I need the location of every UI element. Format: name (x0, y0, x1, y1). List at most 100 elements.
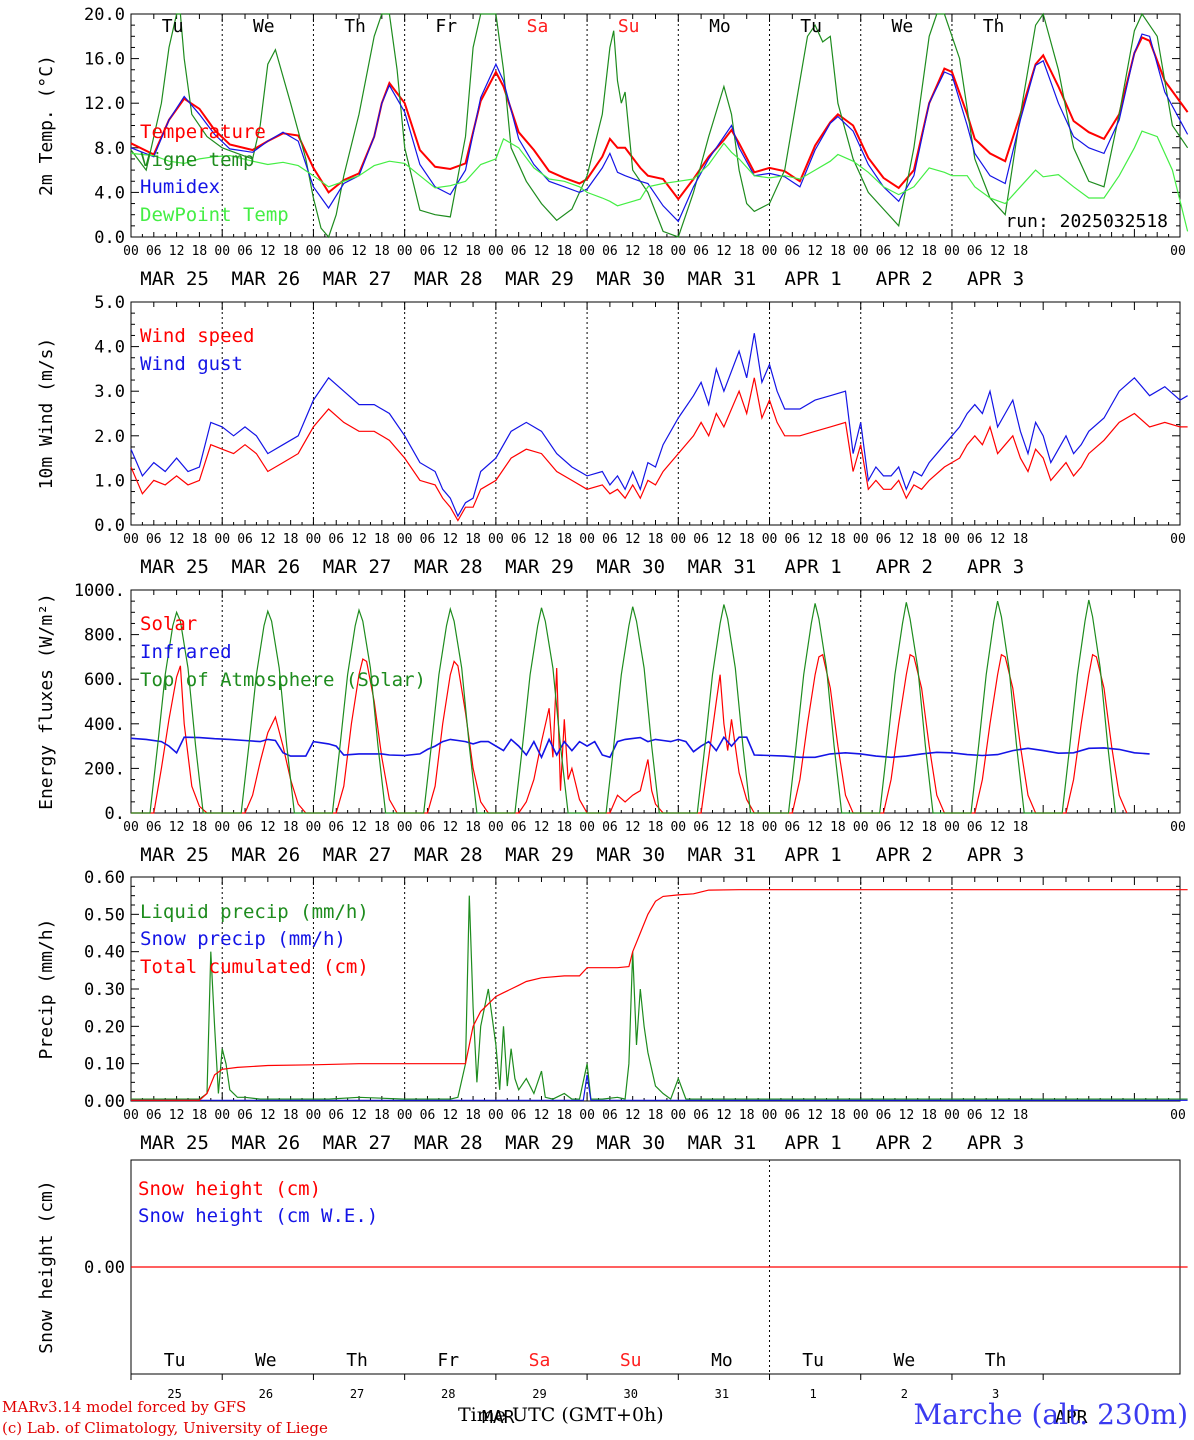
hour-tick-label: 18 (192, 244, 208, 259)
lab-credit: (c) Lab. of Climatology, University of L… (2, 1419, 328, 1437)
hour-tick-label: 00 (123, 244, 139, 259)
legend-entry: Infrared (140, 641, 232, 663)
y-tick-label: 0.50 (84, 905, 125, 925)
y-tick-label: 4.0 (94, 183, 125, 203)
hour-tick-label: 18 (830, 532, 846, 547)
hour-tick-label: 06 (237, 820, 253, 835)
day-of-week-label: Fr (437, 1350, 459, 1371)
legend-entry: Wind gust (140, 353, 243, 375)
date-label: APR 2 (876, 844, 933, 866)
day-number-label: 3 (992, 1387, 999, 1401)
hour-tick-label: 18 (739, 1108, 755, 1123)
hour-tick-label: 06 (237, 532, 253, 547)
hour-tick-label: 00 (123, 1108, 139, 1123)
hour-tick-label: 06 (420, 1108, 436, 1123)
hour-tick-label: 18 (648, 1108, 664, 1123)
date-label: MAR 27 (323, 844, 392, 866)
date-label: MAR 30 (596, 1132, 665, 1154)
hour-tick-label: 18 (283, 1108, 299, 1123)
date-label: MAR 26 (232, 844, 301, 866)
hour-tick-label: 12 (534, 532, 550, 547)
hour-tick-label: 00 (762, 244, 778, 259)
series-line-top-of-atmosphere-solar- (131, 599, 1116, 814)
hour-tick-label: 06 (146, 532, 162, 547)
hour-tick-label: 00 (123, 820, 139, 835)
hour-tick-label: 18 (283, 820, 299, 835)
day-of-week-label: Th (985, 1350, 1007, 1371)
hour-tick-label: 18 (556, 532, 572, 547)
hour-tick-label: 12 (716, 1108, 732, 1123)
day-number-label: 29 (532, 1387, 546, 1401)
date-label: MAR 29 (505, 268, 574, 290)
hour-tick-label: 12 (442, 820, 458, 835)
hour-tick-label: 06 (328, 244, 344, 259)
hour-tick-label: 06 (146, 1108, 162, 1123)
hour-tick-label: 06 (784, 532, 800, 547)
date-label: MAR 28 (414, 844, 483, 866)
hour-tick-label: 00 (306, 244, 322, 259)
y-tick-label: 8.0 (94, 139, 125, 159)
date-label: MAR 26 (232, 1132, 301, 1154)
hour-tick-label: 06 (420, 244, 436, 259)
hour-tick-label: 06 (967, 820, 983, 835)
hour-tick-label: 06 (237, 1108, 253, 1123)
y-tick-label: 200. (84, 759, 125, 779)
hour-tick-label: 00 (670, 244, 686, 259)
hour-tick-label: 18 (739, 820, 755, 835)
hour-tick-label: 18 (921, 244, 937, 259)
hour-tick-label: 12 (899, 1108, 915, 1123)
day-number-label: 31 (715, 1387, 729, 1401)
hour-tick-label: 18 (648, 244, 664, 259)
hour-tick-label: 06 (511, 1108, 527, 1123)
legend-entry: Vigne temp (140, 149, 254, 171)
hour-tick-label: 12 (260, 244, 276, 259)
date-label: MAR 25 (140, 844, 209, 866)
hour-tick-label: 06 (602, 1108, 618, 1123)
y-tick-label: 0. (105, 804, 125, 824)
hour-tick-label: 12 (899, 820, 915, 835)
month-label: MAR (482, 1407, 515, 1428)
day-of-week-label: Fr (435, 16, 457, 37)
day-of-week-label: Tu (164, 1350, 186, 1371)
hour-tick-label: 06 (967, 244, 983, 259)
date-label: MAR 27 (323, 556, 392, 578)
legend-entry: Snow precip (mm/h) (140, 928, 346, 950)
hour-tick-label: 06 (876, 1108, 892, 1123)
hour-tick-label: 06 (876, 532, 892, 547)
hour-tick-label: 12 (260, 1108, 276, 1123)
legend-entry: DewPoint Temp (140, 204, 289, 226)
hour-tick-label: 06 (876, 244, 892, 259)
hour-tick-label: 18 (1013, 532, 1029, 547)
day-number-label: 2 (901, 1387, 908, 1401)
hour-tick-label: 18 (283, 532, 299, 547)
hour-tick-label: 12 (169, 532, 185, 547)
hour-tick-label: 00 (853, 244, 869, 259)
hour-tick-label: 12 (990, 820, 1006, 835)
hour-tick-label: 06 (511, 244, 527, 259)
hour-tick-label: 00 (1170, 244, 1186, 259)
date-label: MAR 31 (688, 844, 757, 866)
hour-tick-label: 06 (420, 532, 436, 547)
day-number-label: 1 (810, 1387, 817, 1401)
hour-tick-label: 06 (328, 1108, 344, 1123)
day-of-week-label: Tu (800, 16, 822, 37)
hour-tick-label: 12 (260, 820, 276, 835)
series-line-humidex (130, 33, 1189, 223)
hour-tick-label: 18 (374, 1108, 390, 1123)
date-label: APR 2 (876, 556, 933, 578)
hour-tick-label: 18 (556, 1108, 572, 1123)
hour-tick-label: 12 (990, 244, 1006, 259)
hour-tick-label: 00 (214, 820, 230, 835)
date-label: APR 1 (785, 268, 842, 290)
hour-tick-label: 12 (625, 532, 641, 547)
day-of-week-label: Tu (162, 16, 184, 37)
hour-tick-label: 18 (465, 1108, 481, 1123)
date-label: MAR 25 (140, 556, 209, 578)
day-of-week-label: Sa (529, 1350, 551, 1371)
hour-tick-label: 06 (602, 244, 618, 259)
hour-tick-label: 12 (716, 532, 732, 547)
hour-tick-label: 18 (465, 532, 481, 547)
y-tick-label: 0.0 (94, 516, 125, 536)
hour-tick-label: 12 (716, 820, 732, 835)
